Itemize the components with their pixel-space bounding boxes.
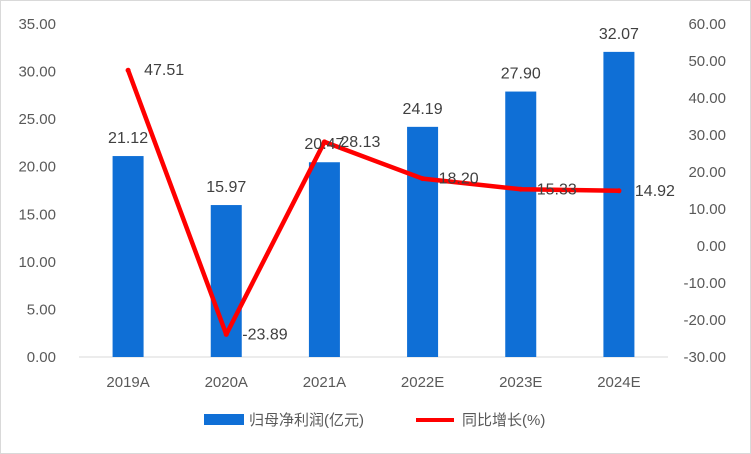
left-axis-tick-label: 25.00	[18, 111, 56, 128]
legend-line-label: 同比增长(%)	[462, 412, 545, 429]
right-axis-tick-label: -10.00	[683, 275, 726, 292]
line-data-labels: 47.51 -23.89 28.13 18.20 15.33 14.92	[144, 62, 675, 343]
line-series	[125, 67, 622, 337]
bar-data-label: 20.47	[304, 136, 344, 153]
bar-data-label: 21.12	[108, 130, 148, 147]
right-axis-tick-label: -30.00	[683, 349, 726, 366]
x-axis-tick-label: 2021A	[303, 374, 346, 391]
x-axis-tick-label: 2019A	[106, 374, 149, 391]
line-point	[518, 186, 524, 192]
line-data-label: 28.13	[340, 134, 380, 151]
line-data-label: 18.20	[439, 171, 479, 188]
right-axis-tick-label: 40.00	[688, 90, 726, 107]
right-axis-tick-label: 30.00	[688, 127, 726, 144]
left-y-axis: 0.00 5.00 10.00 15.00 20.00 25.00 30.00 35.00	[18, 16, 56, 366]
growth-line	[125, 67, 622, 337]
right-axis-tick-label: -20.00	[683, 312, 726, 329]
x-axis-tick-label: 2020A	[205, 374, 248, 391]
line-data-label: 15.33	[537, 181, 577, 198]
line-point	[321, 139, 327, 145]
line-data-label: 14.92	[635, 183, 675, 200]
right-axis-tick-label: 20.00	[688, 164, 726, 181]
bar-data-labels: 21.12 15.97 20.47 24.19 27.90 32.07	[108, 26, 639, 196]
bar	[505, 91, 537, 358]
bar	[603, 51, 635, 357]
x-axis: 2019A 2020A 2021A 2022E 2023E 2024E	[106, 374, 640, 391]
line-point	[223, 331, 229, 337]
bar-data-label: 15.97	[206, 179, 246, 196]
left-axis-tick-label: 5.00	[27, 301, 56, 318]
right-y-axis: -30.00 -20.00 -10.00 0.00 10.00 20.00 30.00 40.…	[683, 16, 726, 366]
bar	[112, 156, 144, 357]
line-data-label: 47.51	[144, 62, 184, 79]
right-axis-tick-label: 60.00	[688, 16, 726, 33]
bar	[407, 126, 439, 357]
left-axis-tick-label: 15.00	[18, 206, 56, 223]
bar-series	[112, 51, 635, 358]
left-axis-tick-label: 35.00	[18, 16, 56, 33]
line-data-label: -23.89	[242, 326, 287, 343]
right-axis-tick-label: 50.00	[688, 53, 726, 70]
legend-bar-label: 归母净利润(亿元)	[249, 412, 364, 429]
x-axis-tick-label: 2023E	[499, 374, 542, 391]
line-point	[125, 67, 131, 73]
bar-data-label: 32.07	[599, 26, 639, 43]
legend: 归母净利润(亿元) 同比增长(%)	[204, 412, 545, 429]
left-axis-tick-label: 30.00	[18, 64, 56, 81]
line-point	[616, 188, 622, 194]
line-point	[420, 176, 426, 182]
bar-data-label: 24.19	[403, 101, 443, 118]
x-axis-tick-label: 2022E	[401, 374, 444, 391]
left-axis-tick-label: 20.00	[18, 159, 56, 176]
left-axis-tick-label: 0.00	[27, 349, 56, 366]
x-axis-tick-label: 2024E	[597, 374, 640, 391]
legend-bar-swatch	[204, 414, 244, 425]
left-axis-tick-label: 10.00	[18, 254, 56, 271]
bar	[308, 162, 340, 357]
right-axis-tick-label: 10.00	[688, 201, 726, 218]
right-axis-tick-label: 0.00	[697, 238, 726, 255]
bar-data-label: 27.90	[501, 66, 541, 83]
